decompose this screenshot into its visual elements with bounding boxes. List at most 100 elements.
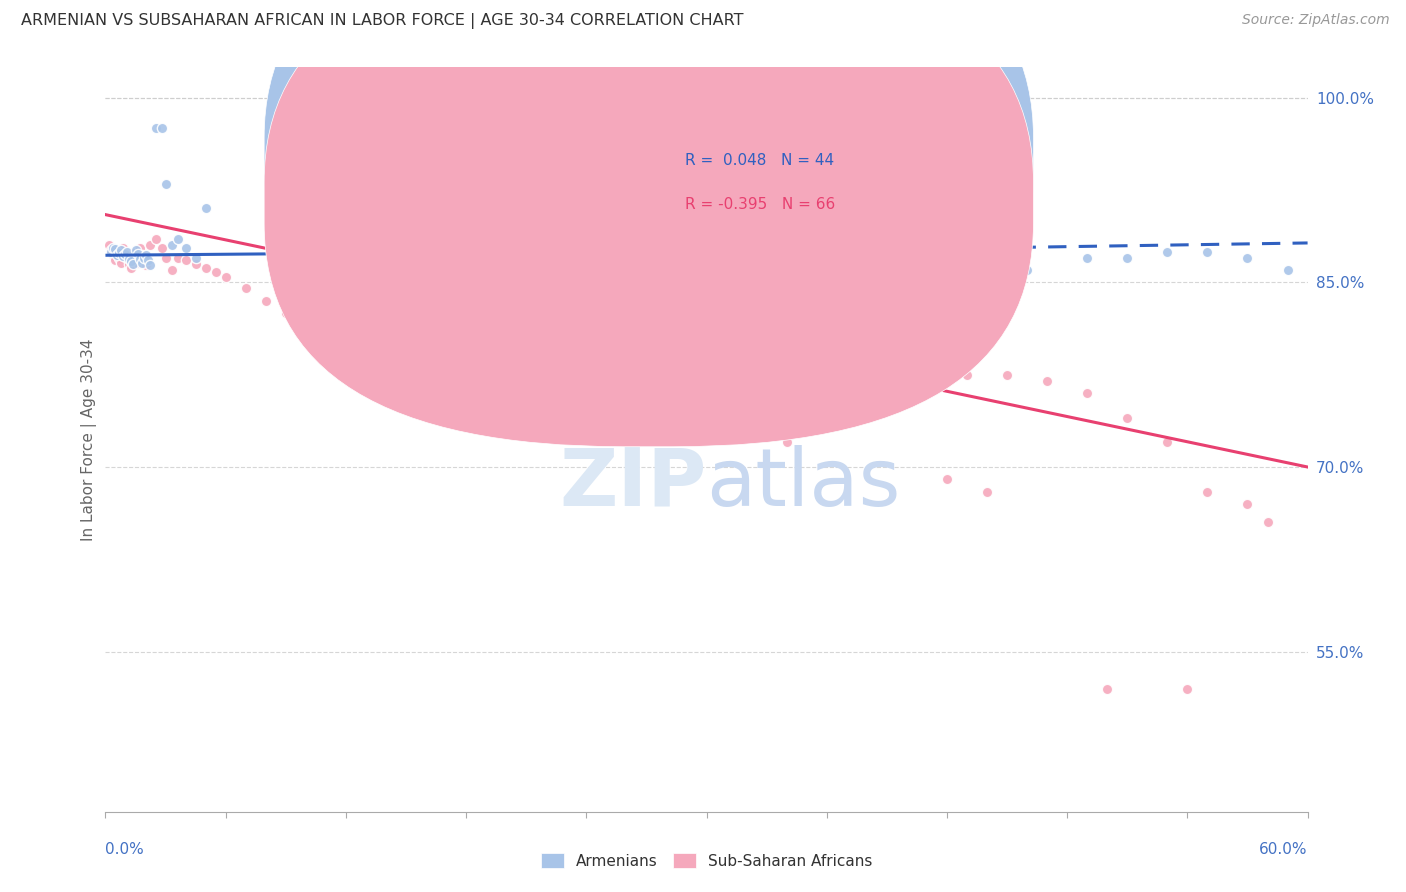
Point (117, 251, 139, 265)
Point (108, 245, 131, 260)
Point (475, 128, 498, 142)
Point (1036, 374, 1059, 388)
Point (595, 312, 617, 326)
Point (138, 238, 160, 252)
Point (122, 245, 145, 260)
Point (335, 318, 357, 333)
Text: Source: ZipAtlas.com: Source: ZipAtlas.com (1241, 13, 1389, 28)
Point (555, 293, 578, 308)
Text: 0.0%: 0.0% (105, 843, 145, 857)
Point (174, 241, 197, 255)
Text: ARMENIAN VS SUBSAHARAN AFRICAN IN LABOR FORCE | AGE 30-34 CORRELATION CHART: ARMENIAN VS SUBSAHARAN AFRICAN IN LABOR … (21, 13, 744, 29)
Point (184, 257, 207, 271)
Point (1156, 435, 1178, 450)
Point (138, 258, 160, 272)
FancyBboxPatch shape (605, 123, 977, 235)
Point (127, 255, 149, 269)
Point (124, 251, 146, 265)
Point (166, 251, 188, 265)
Point (110, 244, 132, 258)
Point (696, 326, 718, 341)
Point (735, 343, 758, 357)
Point (135, 258, 157, 272)
Point (295, 312, 318, 326)
Point (118, 252, 141, 266)
Point (184, 251, 207, 265)
Point (936, 472, 959, 486)
Point (235, 281, 257, 295)
Point (160, 263, 183, 277)
Point (976, 484, 998, 499)
Point (122, 257, 145, 271)
Point (1076, 386, 1098, 401)
Point (1257, 516, 1279, 530)
Point (696, 251, 718, 265)
Point (1156, 244, 1178, 259)
Text: ZIP: ZIP (560, 445, 707, 523)
Point (160, 238, 183, 252)
Point (1236, 251, 1258, 265)
Text: R = -0.395   N = 66: R = -0.395 N = 66 (685, 197, 835, 212)
Point (976, 244, 998, 259)
Point (124, 244, 146, 258)
Point (755, 337, 778, 351)
Point (155, 251, 177, 265)
Point (135, 248, 157, 262)
Point (434, 121, 457, 136)
Point (131, 255, 153, 269)
Point (136, 253, 159, 268)
Point (876, 361, 898, 376)
Point (956, 368, 979, 382)
Point (114, 245, 136, 260)
Point (145, 232, 167, 246)
Point (100, 244, 122, 258)
Text: R =  0.048   N = 44: R = 0.048 N = 44 (685, 153, 834, 168)
Point (636, 312, 658, 326)
Point (636, 244, 658, 259)
Point (150, 121, 173, 136)
Text: atlas: atlas (707, 445, 901, 523)
Point (117, 244, 139, 259)
Point (194, 202, 217, 216)
Point (128, 252, 150, 266)
Point (107, 248, 129, 262)
Point (131, 248, 153, 262)
Point (128, 241, 150, 255)
Point (716, 337, 738, 351)
Point (114, 247, 136, 261)
Point (132, 251, 155, 265)
Point (118, 257, 141, 271)
Point (274, 306, 297, 320)
Point (1116, 410, 1139, 425)
Point (107, 244, 129, 259)
Point (434, 263, 457, 277)
Point (796, 349, 818, 363)
Point (204, 265, 226, 279)
Point (103, 248, 125, 262)
Point (855, 386, 877, 401)
Point (166, 232, 188, 246)
Point (150, 241, 173, 255)
Point (1116, 251, 1139, 265)
Point (755, 244, 778, 259)
Point (254, 293, 277, 308)
Point (110, 255, 132, 269)
Point (127, 247, 149, 261)
Point (155, 177, 177, 191)
Point (104, 242, 127, 256)
Point (1097, 681, 1119, 696)
Point (776, 435, 799, 450)
Point (112, 241, 135, 255)
Point (132, 253, 155, 268)
Point (121, 254, 143, 268)
Point (174, 253, 197, 268)
Point (145, 121, 167, 136)
Point (675, 337, 697, 351)
Point (995, 368, 1018, 382)
Point (104, 253, 127, 268)
Point (1197, 484, 1219, 499)
Point (915, 368, 938, 382)
Point (936, 251, 959, 265)
Point (112, 250, 135, 264)
Point (835, 355, 858, 369)
